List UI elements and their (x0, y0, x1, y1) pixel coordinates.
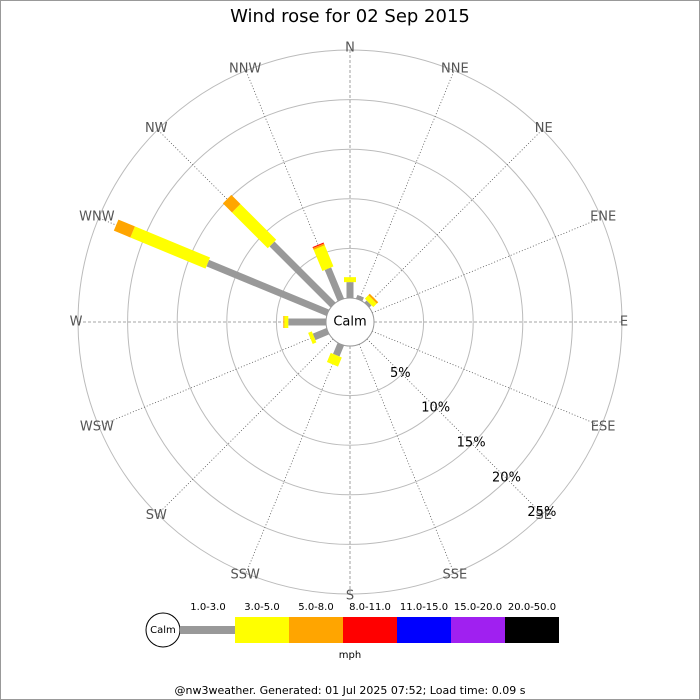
direction-label: NE (535, 121, 553, 136)
wind-segment (313, 245, 334, 271)
direction-label: NW (145, 121, 168, 136)
legend-label: 11.0-15.0 (400, 602, 448, 613)
ring (226, 198, 474, 446)
direction-label: SW (146, 508, 167, 523)
direction-label: WSW (80, 419, 114, 434)
legend-swatch (289, 617, 343, 643)
direction-label: ESE (591, 419, 616, 434)
direction-label: W (70, 315, 83, 330)
spoke (157, 338, 334, 515)
wind-segment (206, 259, 330, 317)
r-tick-label: 20% (492, 470, 521, 485)
r-tick-label: 15% (457, 436, 486, 451)
legend-swatch (343, 617, 397, 643)
wind-segment (312, 327, 330, 341)
direction-label: E (620, 315, 628, 330)
spoke (366, 338, 543, 515)
wind-segment (130, 226, 211, 269)
wind-segment (308, 331, 317, 344)
direction-label: WNW (79, 210, 115, 225)
legend-label: 3.0-5.0 (244, 602, 279, 613)
direction-label: SSW (230, 568, 260, 583)
spoke (358, 70, 455, 300)
spoke (358, 344, 455, 574)
wind-segment (231, 203, 277, 249)
legend-label: 1.0-3.0 (190, 602, 225, 613)
wind-segment (113, 219, 135, 238)
r-tick-label: 10% (421, 401, 450, 416)
r-tick-label: 5% (390, 366, 411, 381)
legend-label: 20.0-50.0 (508, 602, 556, 613)
spoke (372, 330, 602, 427)
wind-segment (324, 267, 345, 302)
legend-swatch (235, 617, 289, 643)
legend-label: 8.0-11.0 (349, 602, 391, 613)
spoke (98, 330, 328, 427)
calm-label: Calm (333, 315, 366, 330)
legend-label: 15.0-20.0 (454, 602, 502, 613)
ring (127, 99, 573, 545)
chart-title: Wind rose for 02 Sep 2015 (230, 6, 470, 27)
wind-segment (333, 342, 345, 357)
wind-segment (326, 352, 342, 367)
legend-label: 5.0-8.0 (298, 602, 333, 613)
legend-swatch (180, 626, 235, 634)
legend-swatch (505, 617, 559, 643)
ring (176, 148, 524, 496)
direction-label: S (346, 589, 354, 604)
wind-segment (355, 294, 364, 302)
direction-label: N (345, 41, 355, 56)
footer: @nw3weather. Generated: 01 Jul 2025 07:5… (175, 684, 526, 697)
ring (275, 247, 425, 397)
spoke (366, 129, 543, 306)
wind-segment (312, 243, 325, 250)
spoke (372, 217, 602, 314)
spoke (245, 70, 342, 300)
legend-swatch (397, 617, 451, 643)
wind-segment (222, 194, 241, 213)
direction-label: ENE (590, 210, 616, 225)
direction-label: SE (536, 508, 552, 523)
wind-segment (364, 295, 377, 308)
legend-swatch (451, 617, 505, 643)
direction-label: SSE (442, 568, 467, 583)
direction-label: NNE (441, 61, 469, 76)
spoke (245, 344, 342, 574)
legend-calm-label: Calm (150, 625, 176, 636)
r-tick-label: 25% (527, 505, 556, 520)
wind-segment (368, 293, 379, 304)
units: mph (339, 650, 361, 661)
wind-segment (269, 241, 336, 308)
wind-segment (364, 300, 372, 308)
direction-label: NNW (229, 61, 261, 76)
